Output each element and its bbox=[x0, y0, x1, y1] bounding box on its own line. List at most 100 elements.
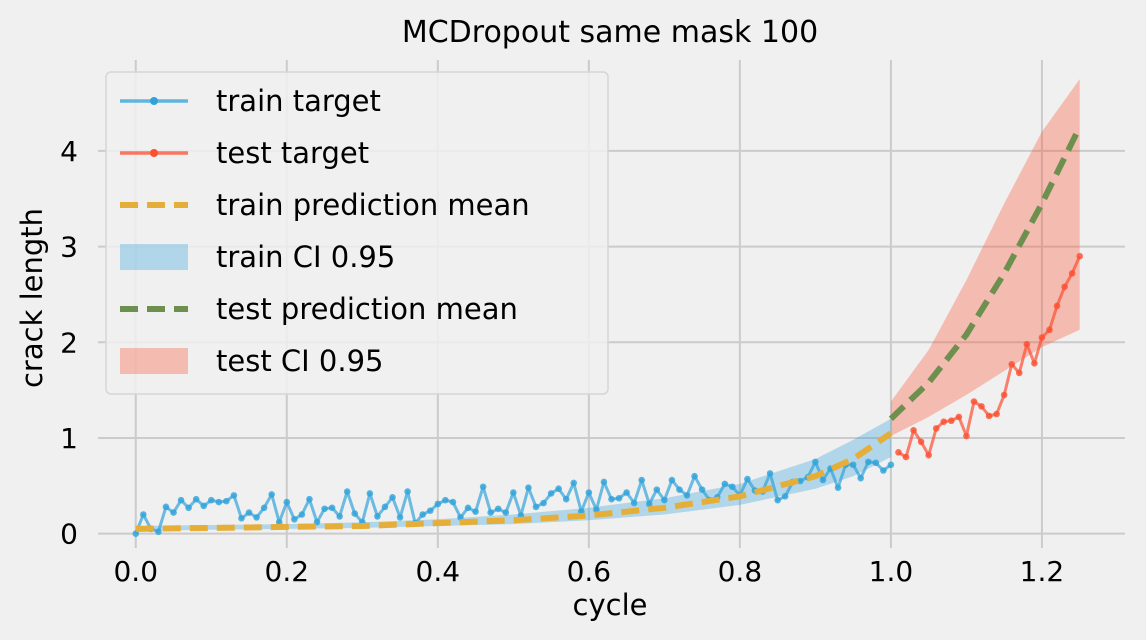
train-target-point bbox=[562, 495, 570, 503]
train-target-point bbox=[275, 518, 283, 526]
train-target-point bbox=[698, 486, 706, 493]
train-target-point bbox=[268, 491, 275, 498]
train-target-point bbox=[744, 475, 751, 483]
train-target-point bbox=[608, 495, 615, 503]
x-tick-label: 0.2 bbox=[265, 555, 310, 588]
train-target-point bbox=[864, 458, 872, 466]
train-target-point bbox=[540, 499, 547, 507]
train-target-point bbox=[207, 496, 215, 504]
test-target-point bbox=[925, 451, 932, 459]
train-target-point bbox=[623, 489, 630, 496]
train-target-point bbox=[449, 498, 457, 506]
train-target-point bbox=[630, 499, 638, 507]
train-target-point bbox=[849, 461, 857, 469]
train-target-point bbox=[223, 497, 230, 505]
train-target-point bbox=[374, 513, 381, 520]
x-tick-label: 0.6 bbox=[567, 555, 612, 588]
train-target-point bbox=[177, 496, 185, 504]
x-ticks: 0.0 0.2 0.4 0.6 0.8 1.0 1.2 bbox=[113, 555, 1064, 588]
train-target-point bbox=[857, 474, 864, 482]
y-ticks: 0 1 2 3 4 bbox=[60, 135, 78, 551]
train-target-point bbox=[291, 515, 298, 523]
test-target-point bbox=[1008, 360, 1016, 368]
legend: train target test target train prediction … bbox=[105, 71, 609, 395]
legend-entry: train prediction mean bbox=[120, 188, 530, 222]
test-target-point bbox=[963, 432, 970, 440]
test-target-point bbox=[1068, 270, 1076, 277]
train-target-point bbox=[260, 504, 268, 512]
train-target-point bbox=[185, 504, 192, 512]
legend-entry: test target bbox=[120, 136, 369, 170]
legend-entry: test CI 0.95 bbox=[120, 344, 384, 378]
train-target-point bbox=[170, 509, 177, 516]
legend-label: test target bbox=[216, 136, 369, 170]
test-target-point bbox=[1061, 283, 1068, 291]
train-target-point bbox=[336, 513, 343, 520]
train-target-point bbox=[192, 495, 200, 503]
train-target-point bbox=[645, 500, 653, 508]
legend-swatch bbox=[120, 244, 188, 270]
train-target-point bbox=[245, 509, 253, 516]
train-target-point bbox=[472, 508, 479, 515]
train-target-point bbox=[215, 498, 223, 506]
train-target-point bbox=[774, 496, 781, 504]
train-target-point bbox=[593, 506, 600, 514]
train-target-point bbox=[812, 458, 819, 466]
train-target-point bbox=[525, 484, 532, 492]
train-target-point bbox=[547, 490, 555, 497]
legend-label: train prediction mean bbox=[216, 188, 530, 222]
test-target-point bbox=[917, 438, 925, 446]
legend-label: test CI 0.95 bbox=[216, 344, 384, 378]
train-target-point bbox=[661, 496, 668, 504]
train-target-point bbox=[532, 503, 540, 511]
train-target-point bbox=[510, 489, 517, 496]
train-target-point bbox=[132, 530, 140, 537]
train-target-point bbox=[426, 507, 434, 514]
y-tick-label: 1 bbox=[60, 422, 78, 455]
train-target-point bbox=[200, 502, 208, 510]
train-target-point bbox=[766, 470, 774, 477]
test-ci-band bbox=[890, 79, 1080, 436]
train-target-point bbox=[872, 459, 880, 467]
train-target-point bbox=[668, 476, 676, 484]
legend-label: test prediction mean bbox=[216, 292, 518, 326]
test-target-point bbox=[993, 410, 1000, 418]
x-tick-label: 0.8 bbox=[718, 555, 763, 588]
test-target-point bbox=[932, 425, 940, 432]
legend-label: train target bbox=[216, 84, 381, 118]
train-target-point bbox=[502, 509, 510, 516]
test-target-point bbox=[895, 449, 902, 456]
x-tick-label: 0.0 bbox=[113, 555, 158, 588]
train-target-point bbox=[321, 505, 328, 513]
x-tick-label: 1.0 bbox=[869, 555, 914, 588]
train-target-point bbox=[683, 492, 691, 499]
train-target-point bbox=[442, 496, 449, 504]
train-target-point bbox=[479, 483, 487, 491]
train-target-point bbox=[653, 486, 661, 493]
train-target-point bbox=[419, 511, 427, 518]
test-target-point bbox=[955, 413, 963, 421]
y-tick-label: 3 bbox=[60, 231, 78, 264]
test-target-point bbox=[1053, 302, 1061, 310]
train-target-point bbox=[396, 514, 404, 521]
test-target-point bbox=[1015, 369, 1023, 377]
train-target-point bbox=[351, 510, 359, 517]
train-target-point bbox=[230, 492, 238, 499]
y-axis-label: crack length bbox=[15, 208, 49, 388]
test-target-point bbox=[940, 418, 948, 425]
train-target-point bbox=[306, 495, 313, 503]
train-target-point bbox=[691, 472, 698, 480]
train-target-point bbox=[464, 504, 472, 512]
train-target-point bbox=[615, 494, 623, 502]
test-target-point bbox=[1000, 391, 1008, 399]
chart-title: MCDropout same mask 100 bbox=[402, 15, 818, 50]
test-target-point bbox=[970, 398, 978, 405]
test-target-point bbox=[902, 453, 910, 461]
test-target-point bbox=[1076, 252, 1083, 260]
train-target-point bbox=[283, 498, 291, 506]
x-axis-label: cycle bbox=[573, 588, 648, 622]
legend-swatch-marker bbox=[150, 97, 158, 105]
train-target-point bbox=[366, 490, 374, 497]
train-target-point bbox=[721, 480, 729, 488]
